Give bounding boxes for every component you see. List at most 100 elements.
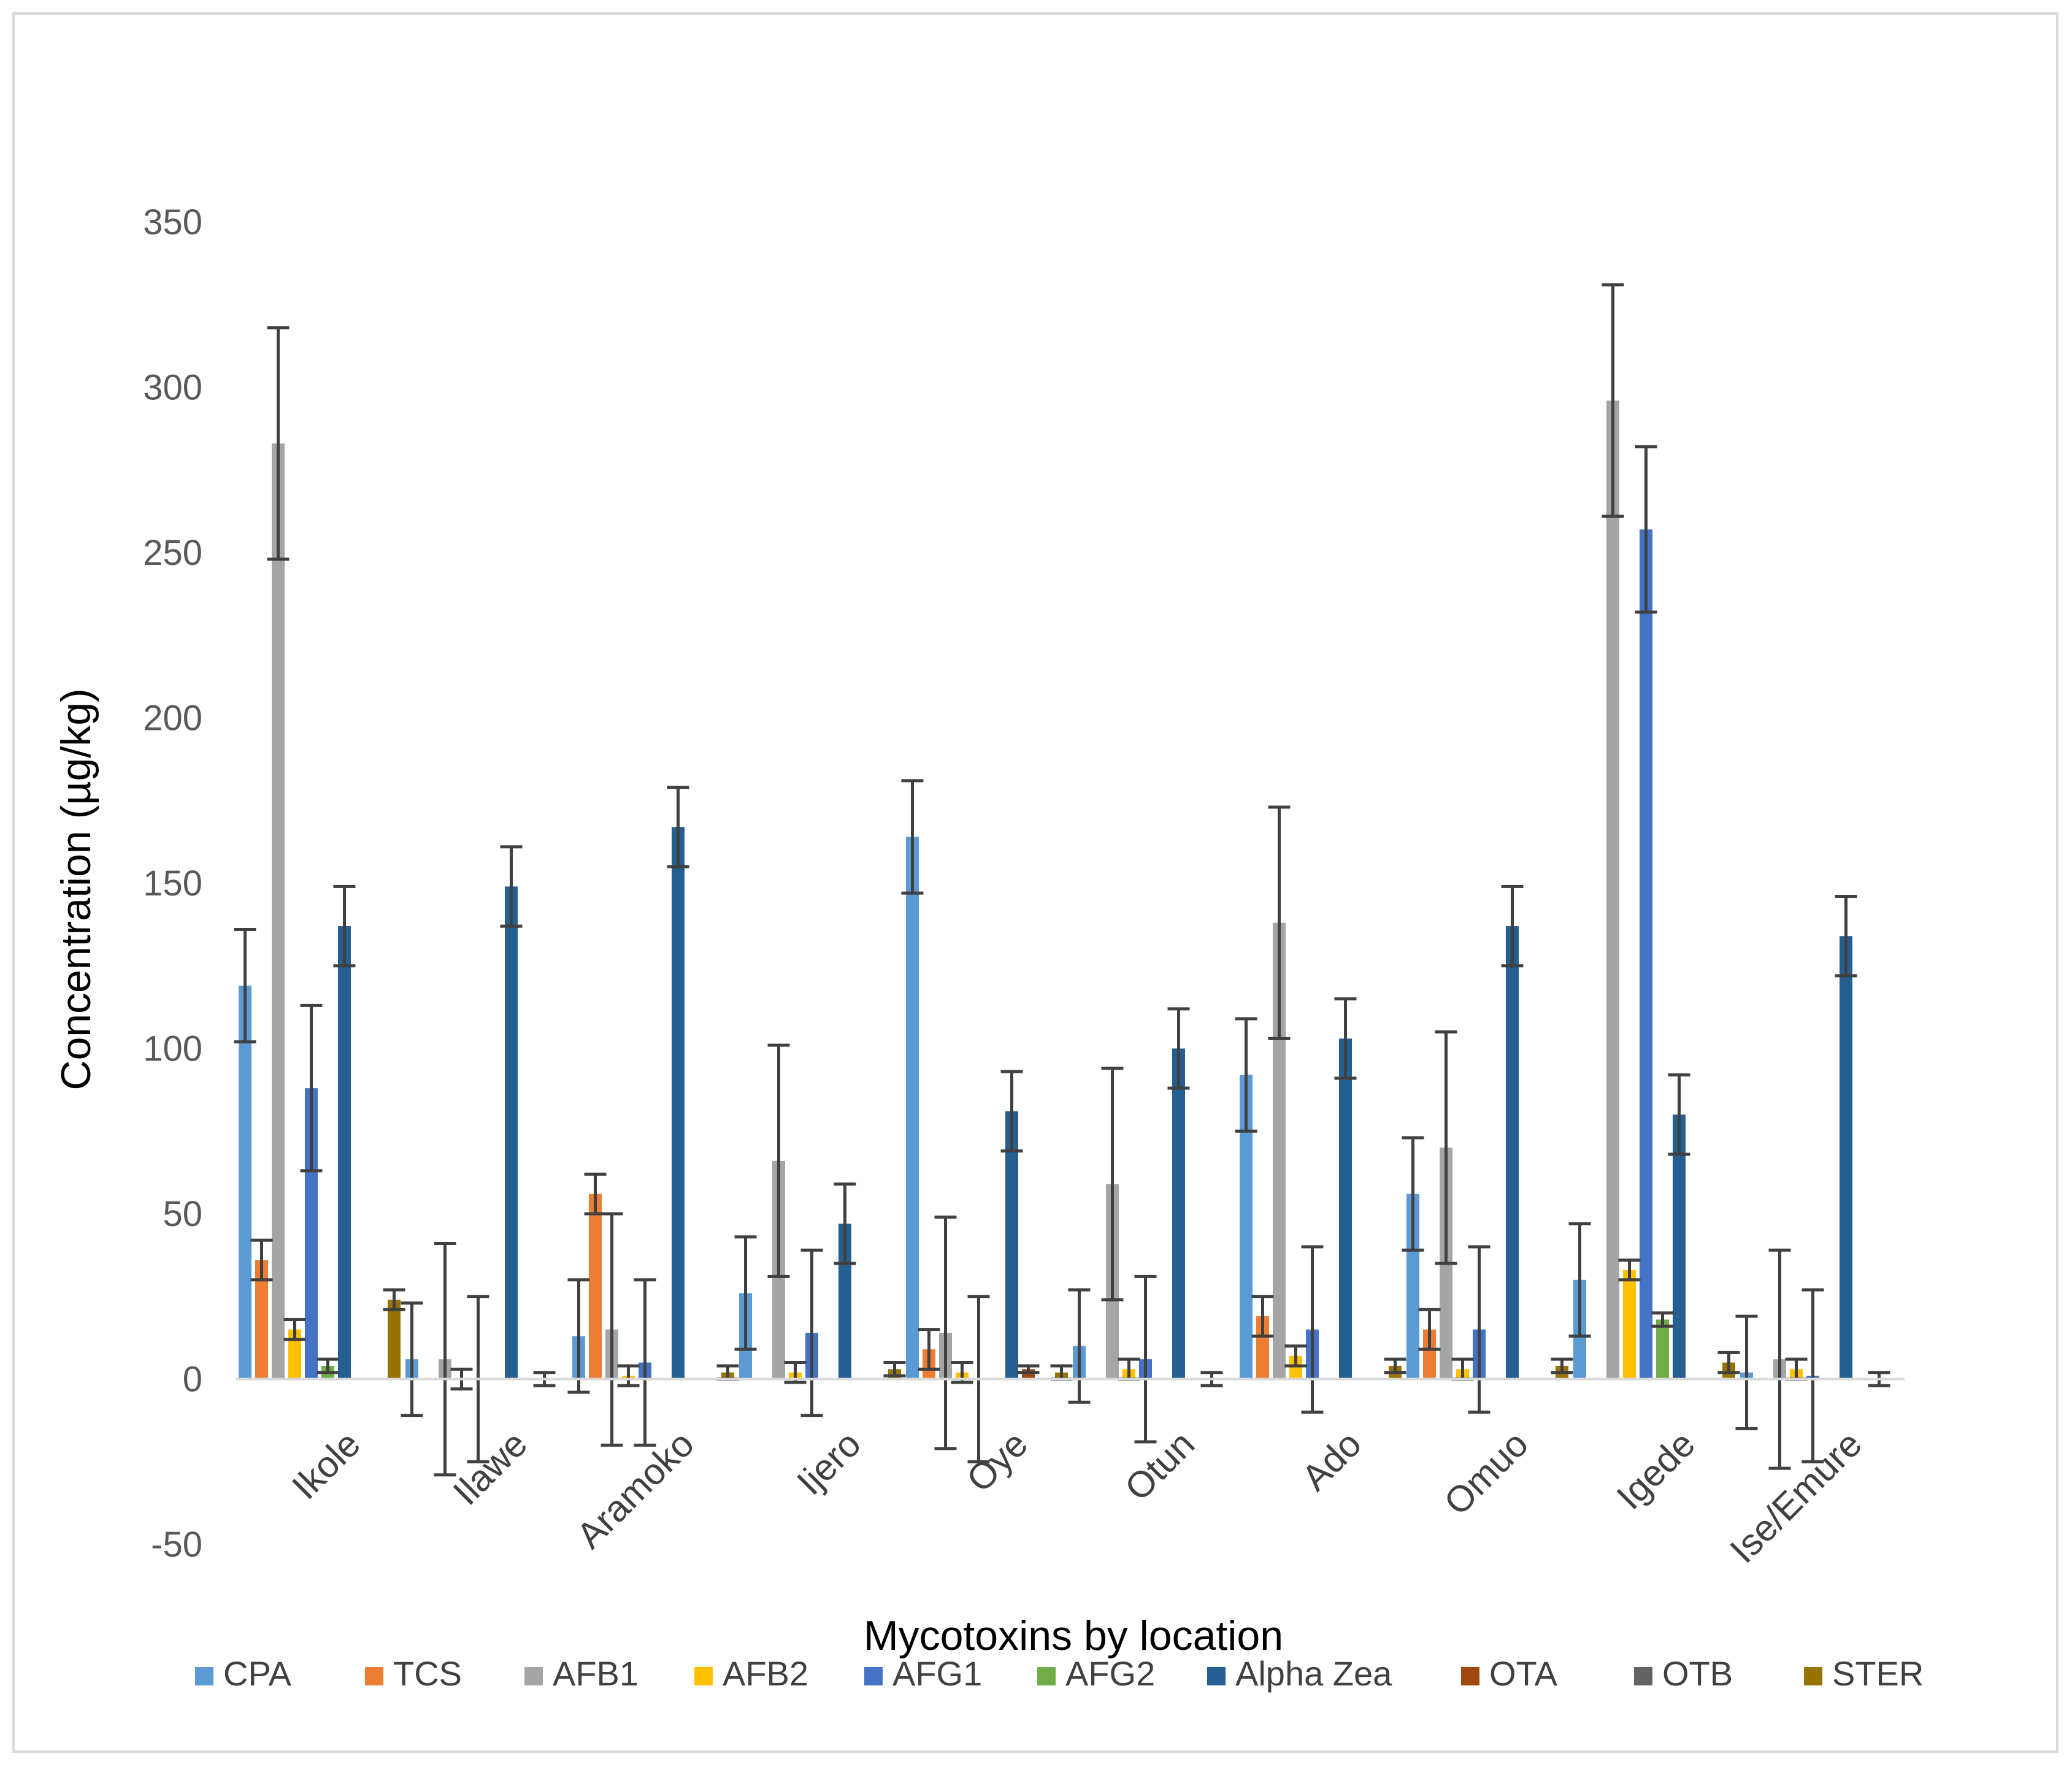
legend-item: AFG2: [1037, 1654, 1155, 1693]
legend-label: OTB: [1662, 1654, 1733, 1693]
y-tick-label: 150: [143, 864, 202, 903]
chart-frame: [12, 12, 2059, 1753]
error-bar: [1801, 1288, 1824, 1463]
bar-afb1: [1273, 922, 1286, 1379]
legend-swatch: [1461, 1667, 1479, 1685]
error-bar: [1451, 1357, 1474, 1381]
x-axis-title: Mycotoxins by location: [864, 1612, 1283, 1659]
legend-item: AFG1: [864, 1654, 982, 1693]
bar-afb1: [1606, 401, 1619, 1379]
bar-ster: [388, 1300, 401, 1379]
error-bar: [1050, 1364, 1073, 1381]
bar-tcs: [589, 1194, 602, 1379]
error-bar: [767, 1043, 790, 1278]
error-bar: [401, 1301, 423, 1417]
bar-tcs: [255, 1260, 268, 1379]
bar-afb1: [272, 443, 285, 1379]
error-bar: [1118, 1357, 1140, 1381]
x-category-label: Ikole: [284, 1423, 368, 1507]
bar-alpha-zea: [1673, 1114, 1686, 1379]
error-bar: [667, 786, 689, 868]
error-bar: [1651, 1311, 1674, 1328]
bar-alpha-zea: [1840, 936, 1852, 1379]
legend-item: OTB: [1634, 1654, 1733, 1693]
legend-label: AFG1: [892, 1654, 982, 1693]
error-bar: [1101, 1067, 1124, 1301]
bar-cpa: [1240, 1075, 1253, 1379]
error-bar: [584, 1172, 607, 1216]
error-bar: [567, 1278, 590, 1394]
bar-alpha-zea: [505, 886, 518, 1379]
x-category-label: Ado: [1294, 1423, 1369, 1498]
error-bar: [1768, 1248, 1791, 1470]
legend-swatch: [1804, 1667, 1822, 1685]
legend-label: TCS: [393, 1654, 462, 1693]
x-category-label: Ijero: [789, 1423, 869, 1503]
legend-item: OTA: [1461, 1654, 1558, 1693]
error-bar: [1251, 1295, 1274, 1338]
error-bar: [1334, 997, 1357, 1080]
legend-item: Alpha Zea: [1207, 1654, 1392, 1693]
legend: CPA TCS AFB1 AFB2 AFG1 AFG2 Alpha Zea OTA OTB STE…: [195, 1654, 1924, 1693]
error-bar: [500, 845, 523, 928]
bar-afg1: [1640, 529, 1652, 1379]
error-bar: [1017, 1364, 1040, 1374]
error-bar: [1551, 1357, 1573, 1374]
error-bar: [1167, 1007, 1190, 1090]
x-category-label: Omuo: [1436, 1423, 1536, 1523]
bar-cpa: [239, 986, 251, 1379]
legend-swatch: [365, 1667, 383, 1685]
bar-afg2: [1656, 1319, 1669, 1379]
legend-item: CPA: [195, 1654, 292, 1693]
x-category-label: Igede: [1609, 1423, 1703, 1517]
y-tick-label: 100: [143, 1029, 202, 1069]
bar-alpha-zea: [338, 926, 351, 1379]
error-bar: [267, 326, 290, 561]
error-bar: [434, 1242, 456, 1477]
error-bar: [716, 1364, 739, 1381]
legend-swatch: [1037, 1667, 1056, 1685]
x-category-label: Ilawe: [445, 1423, 535, 1512]
legend-item: STER: [1804, 1654, 1924, 1693]
error-bar: [1468, 1245, 1491, 1414]
bar-cpa: [1406, 1194, 1419, 1379]
legend-item: TCS: [365, 1654, 462, 1693]
legend-swatch: [694, 1667, 713, 1685]
y-tick-label: 0: [183, 1360, 202, 1400]
error-bar: [1134, 1274, 1157, 1444]
error-bar: [1568, 1222, 1591, 1338]
error-bar: [934, 1215, 957, 1451]
x-category-label: Oye: [959, 1423, 1035, 1500]
legend-label: CPA: [223, 1654, 292, 1693]
legend-swatch: [1634, 1667, 1652, 1685]
error-bar: [283, 1317, 306, 1341]
error-bar: [1402, 1136, 1424, 1252]
error-bar: [234, 927, 256, 1044]
y-tick-label: 250: [143, 533, 202, 573]
error-bar: [1501, 884, 1524, 968]
error-bar: [1384, 1357, 1406, 1374]
legend-swatch: [524, 1667, 543, 1685]
error-bar: [1235, 1017, 1257, 1133]
legend-label: AFG2: [1065, 1654, 1155, 1693]
error-bar: [834, 1182, 856, 1265]
error-bar: [1618, 1258, 1641, 1282]
legend-item: AFB2: [694, 1654, 808, 1693]
error-bar: [883, 1361, 906, 1378]
error-bar: [1068, 1288, 1091, 1404]
x-category-label: Otun: [1117, 1423, 1202, 1508]
error-bar: [918, 1328, 940, 1371]
error-bar: [1301, 1245, 1324, 1414]
legend-label: STER: [1832, 1654, 1924, 1693]
error-bar: [1602, 283, 1624, 518]
legend-swatch: [1207, 1667, 1226, 1685]
bar-alpha-zea: [1506, 926, 1519, 1379]
y-tick-label: 50: [163, 1194, 202, 1234]
error-bar: [1268, 805, 1291, 1040]
error-bar: [617, 1364, 640, 1387]
y-tick-label: 200: [143, 699, 202, 738]
error-bar: [1785, 1357, 1808, 1381]
error-bar: [250, 1238, 273, 1282]
error-bar: [1717, 1351, 1740, 1374]
legend-label: AFB2: [723, 1654, 808, 1693]
